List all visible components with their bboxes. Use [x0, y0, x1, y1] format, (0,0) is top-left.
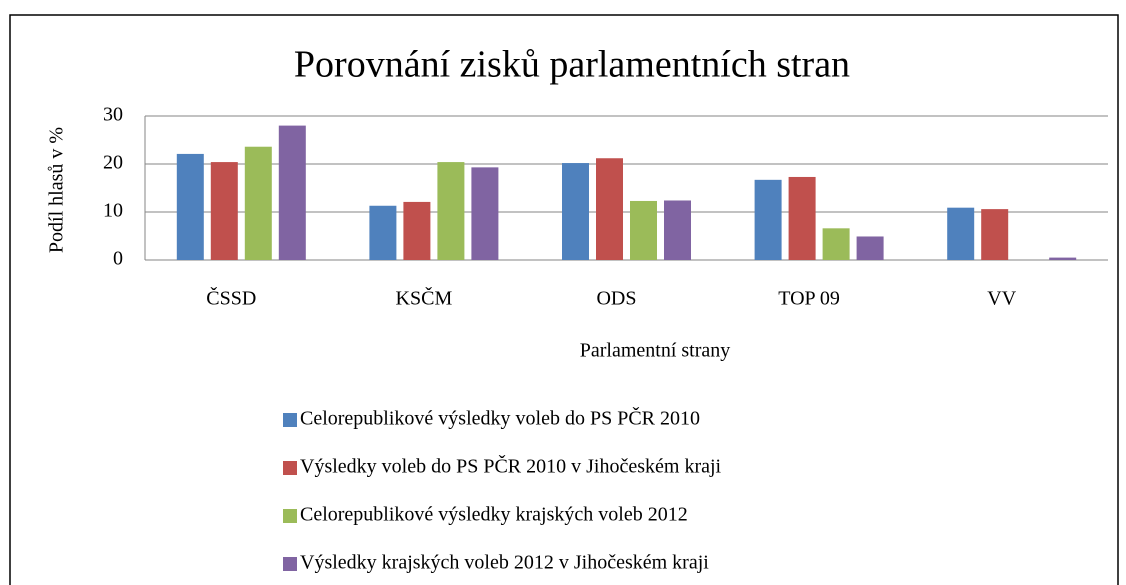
bar	[788, 176, 816, 260]
x-tick-label: ODS	[596, 288, 636, 310]
y-tick-label: 20	[103, 152, 123, 174]
y-axis-label: Podíl hlasů v %	[46, 127, 68, 253]
bar	[981, 209, 1009, 260]
x-axis-label: Parlamentní strany	[580, 340, 731, 362]
x-tick-label: KSČM	[396, 286, 453, 310]
bar	[471, 167, 499, 260]
bar	[244, 146, 272, 260]
chart-title: Porovnání zisků parlamentních stran	[294, 44, 850, 86]
legend-label: Celorepublikové výsledky krajských voleb…	[300, 504, 688, 526]
bar	[1049, 257, 1077, 260]
bar	[596, 158, 623, 260]
bar	[562, 163, 589, 260]
bar	[278, 125, 306, 260]
bar	[176, 153, 204, 260]
y-tick-label: 0	[113, 248, 123, 270]
legend-swatch	[283, 413, 297, 427]
legend-label: Celorepublikové výsledky voleb do PS PČR…	[300, 406, 700, 430]
bar	[210, 162, 238, 260]
x-tick-label: ČSSD	[206, 286, 256, 310]
x-tick-label: TOP 09	[778, 288, 840, 310]
legend-swatch	[283, 557, 297, 571]
y-tick-label: 30	[103, 104, 123, 126]
y-tick-label: 10	[103, 200, 123, 222]
bar	[754, 179, 782, 260]
legend-label: Výsledky krajských voleb 2012 v Jihočesk…	[300, 552, 709, 574]
legend-label: Výsledky voleb do PS PČR 2010 v Jihočesk…	[300, 454, 722, 478]
bar	[822, 228, 850, 260]
bar	[856, 236, 884, 260]
bar	[630, 200, 657, 260]
bar	[947, 207, 975, 260]
chart-frame	[9, 14, 1119, 585]
bar	[664, 200, 691, 260]
legend-swatch	[283, 509, 297, 523]
legend-swatch	[283, 461, 297, 475]
bar	[369, 205, 397, 260]
x-tick-label: VV	[987, 288, 1016, 310]
bar	[437, 162, 465, 260]
bar	[403, 201, 431, 260]
